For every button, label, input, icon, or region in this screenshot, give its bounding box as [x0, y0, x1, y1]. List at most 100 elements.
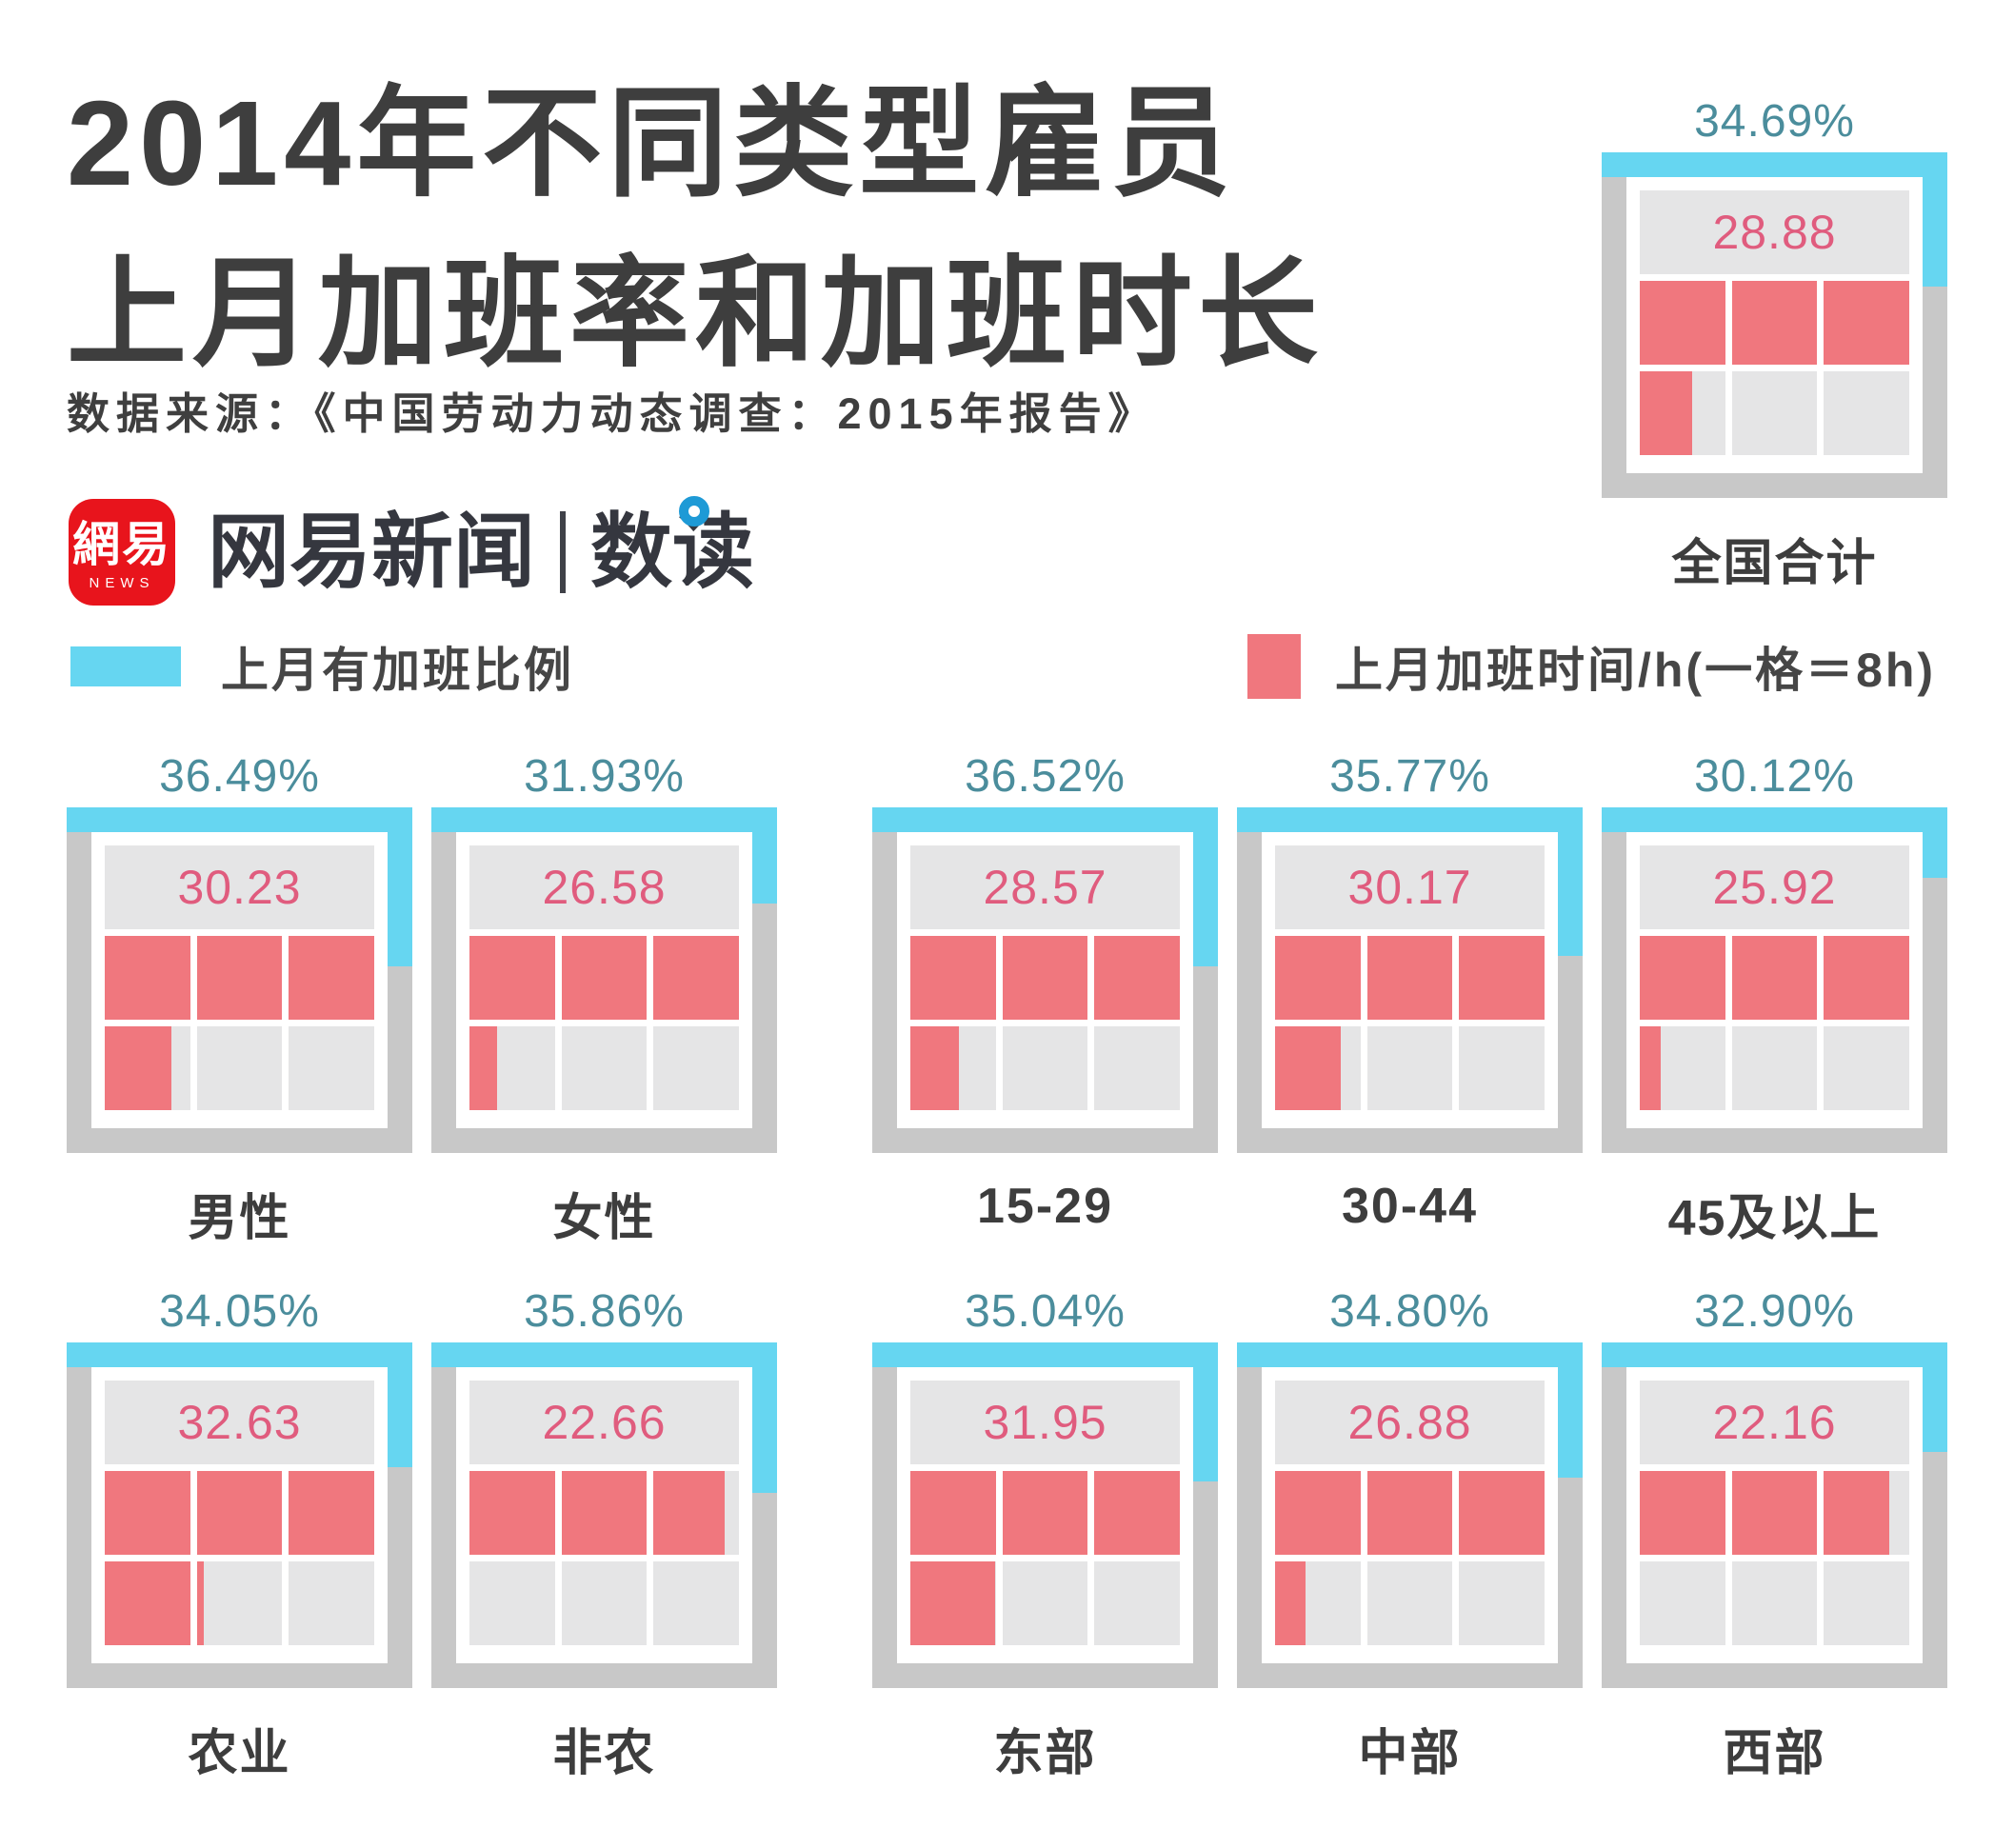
hours-grid-cell [1094, 936, 1181, 1020]
rate-bar-top [1602, 807, 1947, 832]
overtime-rate-value: 31.93% [524, 751, 685, 802]
hours-grid-cell [1275, 936, 1361, 1020]
netease-badge-news: NEWS [89, 574, 155, 591]
chart-square: 26.88 [1237, 1342, 1583, 1688]
chart-label: 女性 [552, 1191, 656, 1246]
hours-grid-cell [1002, 1471, 1088, 1555]
hours-grid-cell [469, 1471, 555, 1555]
hours-value: 22.66 [542, 1396, 667, 1449]
chart-grid: 31.95 [897, 1367, 1193, 1663]
hours-grid-cell [1731, 936, 1818, 1020]
chart-group: 34.05% 32.63 农业 35.86% 22.66 非农 [67, 1289, 777, 1784]
overtime-chart: 35.04% 31.95 东部 [872, 1289, 1218, 1784]
hours-grid-cell [1640, 371, 1725, 455]
overtime-chart: 35.77% 30.17 30-44 [1237, 754, 1583, 1249]
hours-grid-cell [105, 1026, 190, 1110]
chart-label: 30-44 [1342, 1179, 1478, 1234]
hours-value: 26.58 [542, 861, 667, 914]
hours-grid-cell [653, 1561, 740, 1645]
hours-grid-row-2 [1275, 1026, 1545, 1110]
overtime-chart: 36.49% 30.23 男性 [67, 754, 412, 1249]
hours-value: 31.95 [983, 1396, 1107, 1449]
chart-grid: 30.23 [91, 832, 388, 1128]
hours-grid-cell [1731, 1471, 1818, 1555]
data-source: 数据来源：《中国劳动力动态调查：2015年报告》 [67, 389, 1158, 438]
hours-grid-cell [289, 1026, 375, 1110]
hours-fill [1002, 1471, 1088, 1555]
legend-hours-label: 上月加班时间/h(一格＝8h) [1335, 644, 1937, 697]
overtime-chart: 35.86% 22.66 非农 [431, 1289, 777, 1784]
hours-grid-row-1 [1640, 1471, 1910, 1555]
hours-fill [1640, 1026, 1661, 1110]
hours-grid-cell [910, 1561, 996, 1645]
netease-badge-text: 網易 [72, 517, 171, 571]
page-title: 2014年不同类型雇员 上月加班率和加班时长 [67, 59, 1324, 400]
hours-value: 25.92 [1712, 861, 1837, 914]
hours-grid-cell [1824, 1561, 1910, 1645]
rate-bar-top [431, 1342, 777, 1367]
hours-grid-row-1 [1275, 936, 1545, 1020]
hours-grid-cell [653, 1471, 740, 1555]
hours-grid-row-1 [469, 1471, 740, 1555]
overtime-rate-value: 35.86% [524, 1286, 685, 1337]
overtime-chart: 32.90% 22.16 西部 [1602, 1289, 1947, 1784]
hours-fill [289, 936, 375, 1020]
hours-grid-cell [1731, 1026, 1818, 1110]
chart-square: 30.23 [67, 807, 412, 1153]
hours-fill [1459, 936, 1545, 1020]
hours-fill [469, 936, 555, 1020]
hours-value: 22.16 [1712, 1396, 1837, 1449]
overtime-rate-value: 34.69% [1694, 96, 1855, 147]
hours-grid-cell [1366, 1561, 1453, 1645]
hours-grid-cell [1824, 1026, 1910, 1110]
hours-grid-cell [105, 1561, 190, 1645]
rate-bar-top [1237, 1342, 1583, 1367]
rate-bar-right [1923, 1367, 1947, 1452]
hours-grid-cell [1275, 1026, 1361, 1110]
hours-value: 26.88 [1347, 1396, 1472, 1449]
chart-grid: 25.92 [1626, 832, 1923, 1128]
hours-value: 32.63 [177, 1396, 302, 1449]
hours-grid-row-1 [910, 1471, 1181, 1555]
brand-logo: 網易 NEWS 网易新闻 数读 [69, 496, 754, 606]
overtime-chart: 34.80% 26.88 中部 [1237, 1289, 1583, 1784]
section-name: 数读 [590, 496, 754, 593]
hours-grid-row-2 [1275, 1561, 1545, 1645]
hours-grid-cell [1366, 1471, 1453, 1555]
hours-fill [1640, 936, 1725, 1020]
hours-fill [1366, 1471, 1453, 1555]
overtime-chart: 34.69% 28.88 全国合计 [1602, 99, 1947, 594]
rate-bar-top [1237, 807, 1583, 832]
overtime-rate-value: 34.80% [1329, 1286, 1490, 1337]
hours-fill [1824, 1471, 1890, 1555]
chart-grid: 22.66 [456, 1367, 752, 1663]
hours-grid-row-2 [910, 1026, 1181, 1110]
hours-grid-row-1 [105, 936, 375, 1020]
hours-cell: 32.63 [105, 1381, 374, 1464]
chart-square: 28.88 [1602, 152, 1947, 498]
hours-grid-cell [1640, 936, 1725, 1020]
hours-grid-row-2 [1640, 1561, 1910, 1645]
rate-bar-top [431, 807, 777, 832]
chart-label: 东部 [993, 1726, 1097, 1781]
hours-cell: 22.16 [1640, 1381, 1909, 1464]
hours-grid-cell [289, 936, 375, 1020]
hours-swatch-icon [1247, 634, 1301, 699]
hours-grid-cell [1459, 1561, 1545, 1645]
title-line-2: 上月加班率和加班时长 [67, 246, 1324, 381]
overtime-rate-value: 32.90% [1694, 1286, 1855, 1337]
hours-fill [910, 1561, 996, 1645]
chart-square: 31.95 [872, 1342, 1218, 1688]
hours-fill [1459, 1471, 1545, 1555]
hours-fill [910, 1471, 996, 1555]
rate-bar-top [872, 1342, 1218, 1367]
hours-grid-cell [1094, 1471, 1181, 1555]
hours-fill [1640, 371, 1692, 455]
hours-grid-cell [1824, 936, 1910, 1020]
hours-grid-cell [1366, 936, 1453, 1020]
brand-name: 网易新闻 [208, 507, 535, 598]
chart-grid: 22.16 [1626, 1367, 1923, 1663]
hours-fill [1640, 1471, 1725, 1555]
overtime-rate-value: 34.05% [159, 1286, 320, 1337]
netease-app-icon: 網易 NEWS [69, 499, 175, 606]
